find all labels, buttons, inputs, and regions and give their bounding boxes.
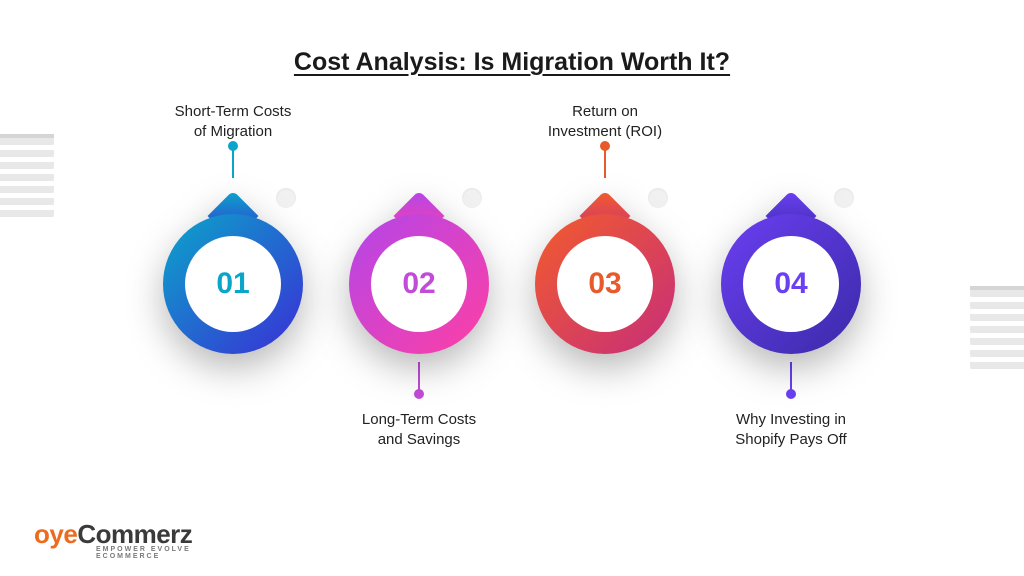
connector-line — [790, 362, 792, 394]
pin-number: 01 — [185, 236, 281, 332]
pin-shape: 03 — [535, 200, 675, 360]
item-label: Why Investing inShopify Pays Off — [711, 410, 871, 451]
infographic-item: Why Investing inShopify Pays Off04 — [716, 110, 866, 430]
connector-dot-icon — [786, 389, 796, 399]
page-title: Cost Analysis: Is Migration Worth It? — [0, 48, 1024, 77]
connector-line — [604, 146, 606, 178]
infographic-row: Short-Term Costsof Migration01Long-Term … — [0, 110, 1024, 430]
infographic-item: Long-Term Costsand Savings02 — [344, 110, 494, 430]
pin-number: 04 — [743, 236, 839, 332]
connector-dot-icon — [228, 141, 238, 151]
pin-shape: 02 — [349, 200, 489, 360]
item-label: Short-Term Costsof Migration — [153, 102, 313, 143]
connector-line — [418, 362, 420, 394]
item-label: Return onInvestment (ROI) — [525, 102, 685, 143]
brand-logo: oyeCommerz EMPOWER EVOLVE ECOMMERCE — [34, 519, 192, 550]
item-label: Long-Term Costsand Savings — [339, 410, 499, 451]
pin-number: 03 — [557, 236, 653, 332]
connector-dot-icon — [414, 389, 424, 399]
pin-shape: 04 — [721, 200, 861, 360]
pin-shape: 01 — [163, 200, 303, 360]
logo-rest: Commerz — [77, 519, 192, 549]
infographic-item: Return onInvestment (ROI)03 — [530, 110, 680, 430]
connector-line — [232, 146, 234, 178]
logo-o: o — [34, 519, 49, 549]
logo-tagline: EMPOWER EVOLVE ECOMMERCE — [96, 546, 192, 560]
pin-number: 02 — [371, 236, 467, 332]
connector-dot-icon — [600, 141, 610, 151]
infographic-item: Short-Term Costsof Migration01 — [158, 110, 308, 430]
logo-e: e — [63, 519, 77, 549]
logo-y: y — [49, 519, 63, 549]
